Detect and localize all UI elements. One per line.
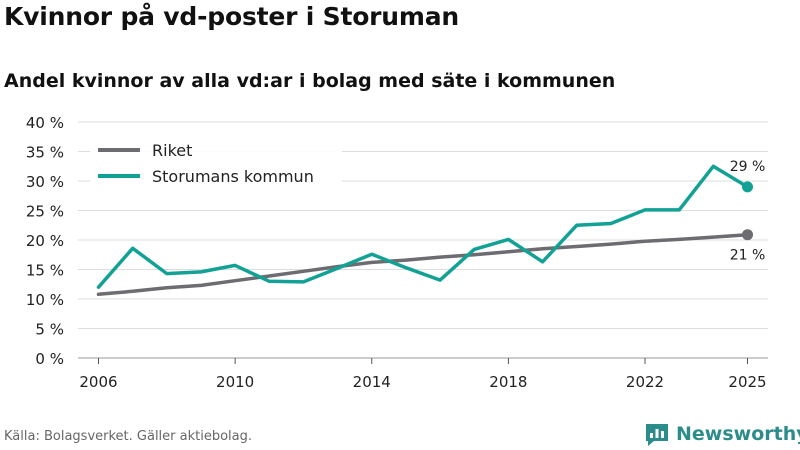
x-tick-label: 2025 — [728, 373, 766, 391]
y-tick-label: 5 % — [35, 321, 64, 339]
y-tick-label: 20 % — [26, 232, 64, 250]
x-tick-label: 2018 — [489, 373, 527, 391]
series-end-label: 29 % — [730, 159, 766, 175]
series-end-label: 21 % — [730, 248, 766, 264]
y-tick-label: 0 % — [35, 350, 64, 368]
y-tick-label: 30 % — [26, 173, 64, 191]
x-tick-label: 2022 — [626, 373, 664, 391]
series-line-storuman — [96, 164, 750, 289]
line-chart: 0 % 5 % 10 % 15 % 20 % 25 % 30 % 35 % 40 % 2006 20… — [26, 114, 768, 391]
series-endpoint — [742, 181, 754, 193]
x-tick-label: 2006 — [79, 373, 117, 391]
legend-box — [90, 135, 342, 193]
y-tick-label: 15 % — [26, 262, 64, 280]
brand-logo: Newsworthy — [644, 421, 800, 447]
chart-subtitle: Andel kvinnor av alla vd:ar i bolag med … — [4, 70, 616, 92]
x-tick-label: 2014 — [353, 373, 391, 391]
brand-name: Newsworthy — [676, 423, 800, 445]
series-line-riket — [96, 232, 750, 297]
legend-label: Storumans kommun — [152, 167, 314, 186]
newsworthy-logo-icon — [646, 424, 668, 446]
y-tick-label: 10 % — [26, 291, 64, 309]
y-tick-label: 25 % — [26, 203, 64, 221]
chart-title: Kvinnor på vd-poster i Storuman — [4, 2, 460, 31]
x-tick-label: 2010 — [216, 373, 254, 391]
source-note: Källa: Bolagsverket. Gäller aktiebolag. — [4, 429, 253, 444]
legend-label: Riket — [152, 141, 192, 160]
series-endpoint — [742, 229, 754, 241]
y-tick-label: 35 % — [26, 144, 64, 162]
y-tick-label: 40 % — [26, 114, 64, 132]
